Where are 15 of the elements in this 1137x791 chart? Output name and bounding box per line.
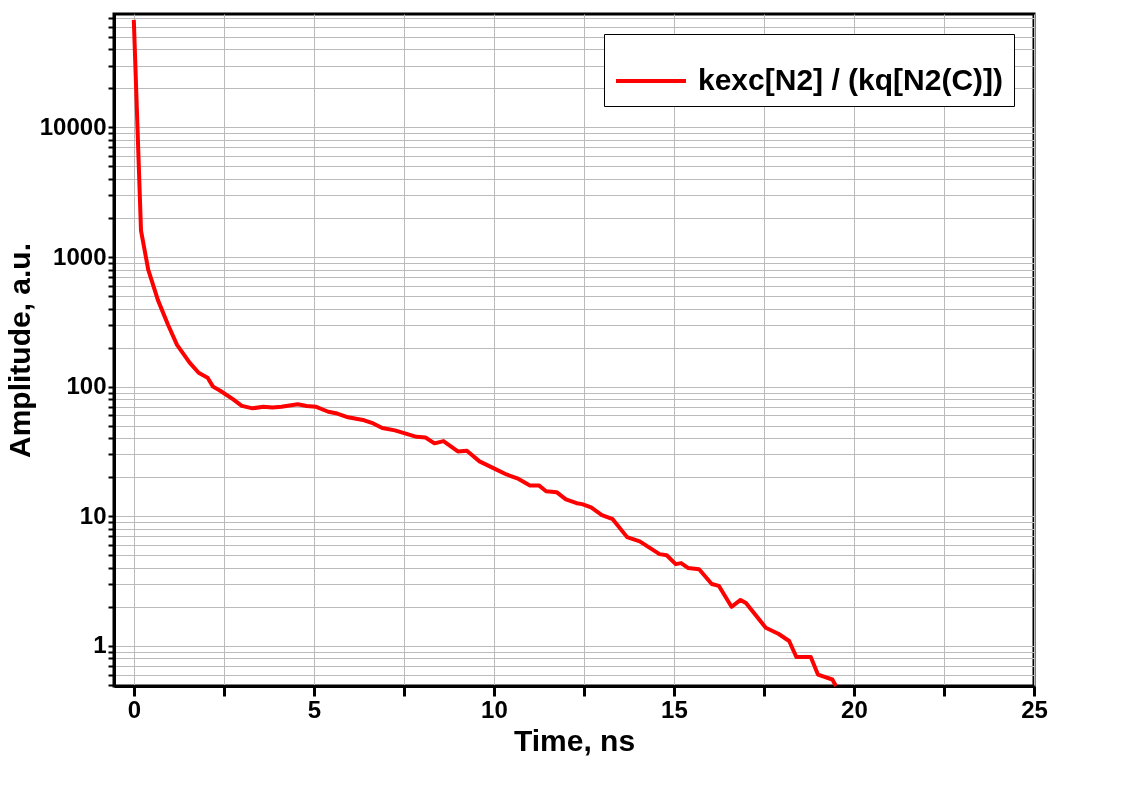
x-tick-label: 5 (307, 695, 322, 723)
y-tick-label: 100 (66, 372, 107, 400)
y-tick-label: 10 (79, 501, 107, 529)
x-tick-label: 0 (127, 695, 141, 723)
x-axis-title: Time, ns (513, 723, 636, 757)
legend-label: kexc[N2] / (kq[N2(C)]) (698, 63, 1004, 96)
y-tick-label: 1 (93, 631, 107, 659)
x-tick-label: 20 (841, 695, 868, 723)
line-series (131, 17, 838, 688)
x-tick-label: 25 (1021, 695, 1048, 723)
y-axis-title: Amplitude, a.u. (2, 242, 36, 459)
x-tick-label: 15 (661, 695, 688, 723)
y-tick-label: 1000 (53, 242, 107, 270)
x-tick-label: 10 (481, 695, 508, 723)
y-tick-label: 10000 (39, 112, 107, 140)
